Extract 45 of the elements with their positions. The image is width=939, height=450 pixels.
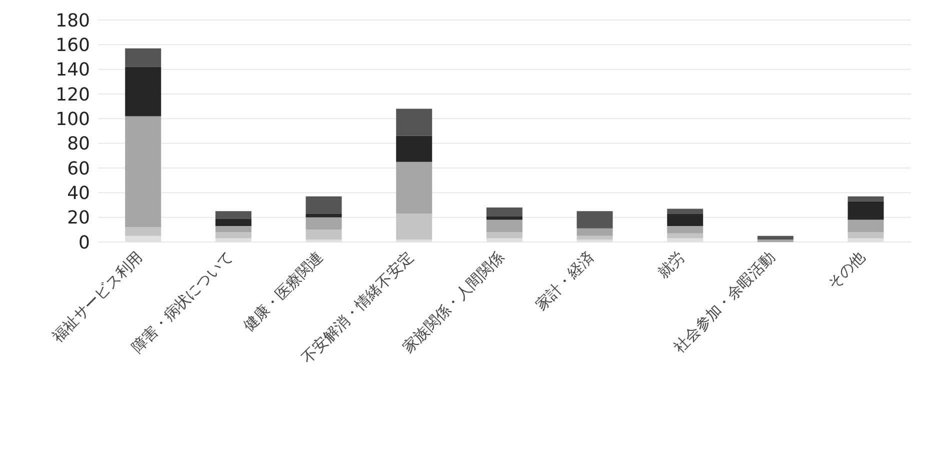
- bar: [848, 201, 884, 220]
- bar: [396, 136, 432, 162]
- y-tick-label: 0: [78, 232, 90, 254]
- bar: [757, 236, 794, 240]
- y-tick-label: 100: [56, 109, 90, 130]
- x-tick-label: 家計・経済: [532, 248, 598, 314]
- bar: [306, 214, 342, 218]
- bar: [125, 227, 162, 236]
- bar: [486, 232, 522, 238]
- bar: [848, 196, 884, 202]
- x-tick-label: 就労: [654, 248, 688, 282]
- bar: [667, 226, 704, 234]
- bar: [848, 232, 884, 238]
- y-tick-label: 60: [67, 158, 90, 180]
- bar: [215, 218, 252, 226]
- y-tick-label: 140: [56, 60, 90, 81]
- bar: [306, 217, 342, 230]
- bar: [125, 48, 162, 67]
- x-tick-label: その他: [824, 248, 869, 293]
- bar: [396, 108, 432, 136]
- bar: [667, 233, 704, 238]
- bar: [306, 196, 342, 214]
- bar: [576, 228, 613, 236]
- bar: [486, 216, 522, 220]
- bar: [396, 162, 432, 214]
- bar: [125, 66, 162, 116]
- bar: [215, 226, 252, 232]
- bar: [576, 211, 613, 228]
- bar: [396, 214, 432, 240]
- bar: [306, 230, 342, 240]
- bar: [486, 207, 522, 216]
- bar: [667, 208, 704, 214]
- bar: [125, 116, 162, 228]
- bar: [667, 214, 704, 226]
- y-tick-label: 120: [56, 84, 90, 106]
- bar: [848, 220, 884, 232]
- bar: [576, 236, 613, 240]
- bar: [215, 211, 252, 219]
- bar: [486, 220, 522, 232]
- y-tick-label: 180: [56, 10, 90, 32]
- y-tick-label: 160: [56, 35, 90, 56]
- bar: [215, 232, 252, 238]
- y-tick-label: 20: [67, 208, 90, 229]
- y-tick-label: 80: [67, 134, 90, 155]
- y-tick-label: 40: [67, 183, 90, 204]
